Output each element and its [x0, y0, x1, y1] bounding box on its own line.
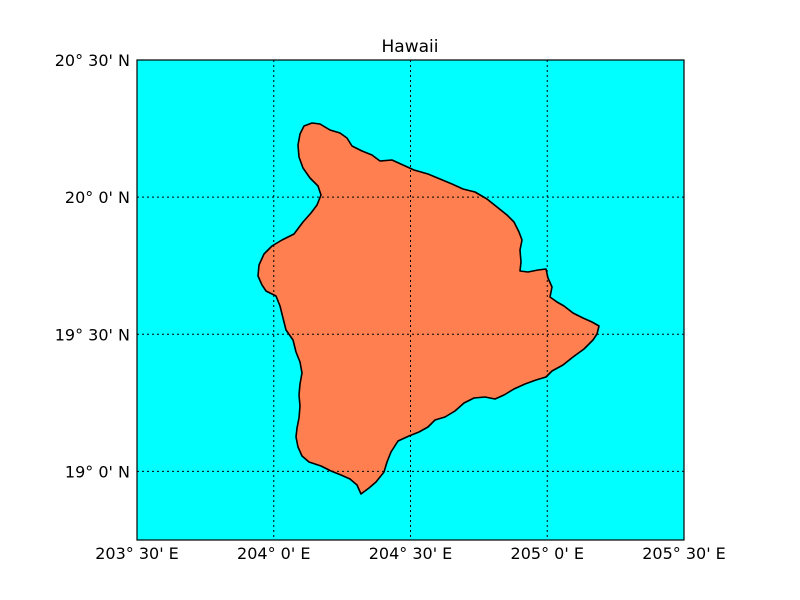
latitude-label: 20° 30' N	[55, 51, 130, 70]
longitude-label: 204° 0' E	[237, 544, 310, 563]
latitude-label: 19° 30' N	[55, 325, 130, 344]
map-title: Hawaii	[382, 37, 439, 57]
latitude-label: 20° 0' N	[65, 188, 130, 207]
latitude-label: 19° 0' N	[65, 462, 130, 481]
map-frame	[136, 59, 685, 541]
longitude-labels: 203° 30' E 204° 0' E 204° 30' E 205° 0' E 20…	[95, 544, 726, 563]
longitude-label: 203° 30' E	[95, 544, 179, 563]
graticule	[137, 60, 684, 540]
longitude-label: 205° 30' E	[642, 544, 726, 563]
hawaii-island	[257, 122, 600, 495]
latitude-labels: 20° 30' N 20° 0' N 19° 30' N 19° 0' N	[55, 51, 130, 481]
longitude-label: 205° 0' E	[511, 544, 584, 563]
longitude-label: 204° 30' E	[369, 544, 453, 563]
